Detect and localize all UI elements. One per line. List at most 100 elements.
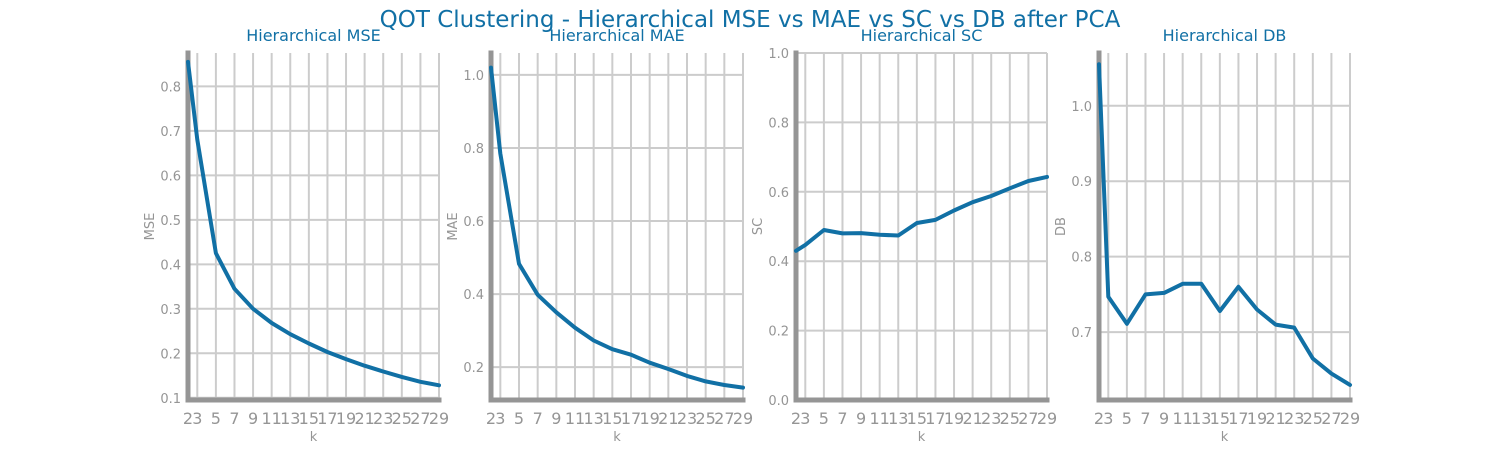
y-tick-label: 0.9 (1071, 175, 1092, 190)
x-tick-label: 5 (514, 409, 524, 428)
y-tick-label: 0.6 (463, 215, 484, 230)
data-point (1199, 282, 1203, 286)
x-tick-label: 7 (837, 409, 847, 428)
data-point (400, 375, 404, 379)
x-tick-label: 11 (1172, 409, 1192, 428)
y-tick-label: 0.2 (768, 325, 789, 340)
x-axis-label: k (918, 430, 926, 445)
data-point (1181, 282, 1185, 286)
data-point (186, 60, 190, 64)
data-point (437, 383, 441, 387)
data-point (288, 332, 292, 336)
y-tick-label: 0.4 (160, 258, 181, 273)
x-tick-label: 29 (733, 409, 753, 428)
data-point (971, 200, 975, 204)
data-point (1008, 186, 1012, 190)
x-tick-label: 19 (336, 409, 356, 428)
data-point (592, 338, 596, 342)
x-tick-label: 19 (944, 409, 964, 428)
data-point (989, 194, 993, 198)
x-axis-label: k (1221, 430, 1229, 445)
data-point (1125, 322, 1129, 326)
x-tick-label: 11 (565, 409, 585, 428)
panel-title: Hierarchical MSE (246, 26, 381, 45)
data-point (381, 370, 385, 374)
x-tick-label: 5 (819, 409, 829, 428)
y-tick-label: 0.2 (463, 361, 484, 376)
data-point (363, 364, 367, 368)
x-tick-label: 11 (869, 409, 889, 428)
series-line (1097, 62, 1352, 387)
x-tick-label: 13 (888, 409, 908, 428)
y-tick-label: 0.4 (463, 288, 484, 303)
x-tick-label: 29 (1340, 409, 1360, 428)
y-axis-label: DB (1054, 217, 1069, 236)
data-point (1045, 175, 1049, 179)
x-tick-label: 3 (192, 409, 202, 428)
x-tick-label: 7 (1140, 409, 1150, 428)
data-point (214, 251, 218, 255)
y-tick-label: 1.0 (768, 47, 789, 62)
y-tick-label: 0.8 (160, 80, 181, 95)
x-tick-label: 29 (1037, 409, 1057, 428)
data-point (803, 243, 807, 247)
panel-db: 0.70.80.91.02 3 5 7 9 11131517192123252729kDB… (1054, 26, 1360, 445)
data-point (840, 231, 844, 235)
data-point (629, 353, 633, 357)
y-tick-label: 1.0 (463, 69, 484, 84)
x-tick-label: 21 (658, 409, 678, 428)
y-tick-label: 0.1 (160, 392, 181, 407)
x-tick-label: 2 (486, 409, 496, 428)
x-tick-label: 13 (583, 409, 603, 428)
x-tick-label: 27 (1321, 409, 1341, 428)
data-point (1106, 295, 1110, 299)
x-tick-label: 25 (1000, 409, 1020, 428)
x-tick-label: 11 (261, 409, 281, 428)
data-point (1348, 383, 1352, 387)
x-tick-label: 13 (1191, 409, 1211, 428)
x-tick-label: 3 (495, 409, 505, 428)
y-tick-label: 0.3 (160, 303, 181, 318)
data-point (344, 357, 348, 361)
panel-title: Hierarchical SC (861, 26, 983, 45)
data-point (554, 310, 558, 314)
x-tick-label: 15 (1210, 409, 1230, 428)
x-tick-label: 7 (533, 409, 543, 428)
y-tick-label: 1.0 (1071, 100, 1092, 115)
x-tick-label: 27 (410, 409, 430, 428)
x-tick-label: 21 (962, 409, 982, 428)
data-point (270, 321, 274, 325)
y-tick-label: 0.0 (768, 394, 789, 409)
x-tick-label: 19 (1247, 409, 1267, 428)
panel-sc: 0.00.20.40.60.81.02 3 5 7 9 11131517192123252… (751, 26, 1057, 445)
data-point (1311, 357, 1315, 361)
x-tick-label: 9 (551, 409, 561, 428)
x-tick-label: 27 (714, 409, 734, 428)
x-tick-label: 25 (392, 409, 412, 428)
data-point (195, 138, 199, 142)
data-point (489, 66, 493, 70)
x-tick-label: 13 (280, 409, 300, 428)
data-point (896, 234, 900, 238)
panel-title: Hierarchical DB (1163, 26, 1287, 45)
series-line (489, 65, 745, 390)
data-point (1255, 307, 1259, 311)
x-tick-label: 9 (248, 409, 258, 428)
x-tick-label: 25 (1303, 409, 1323, 428)
data-point (1026, 179, 1030, 183)
x-tick-label: 23 (981, 409, 1001, 428)
y-tick-label: 0.4 (768, 255, 789, 270)
x-tick-label: 23 (373, 409, 393, 428)
data-point (251, 307, 255, 311)
x-tick-label: 25 (695, 409, 715, 428)
data-point (418, 380, 422, 384)
panel-mae: 0.20.40.60.81.02 3 5 7 9 11131517192123252729… (446, 26, 753, 445)
panel-mse: 0.10.20.30.40.50.60.70.82 3 5 7 9 11131517192… (143, 26, 449, 445)
data-point (933, 218, 937, 222)
data-point (722, 383, 726, 387)
y-tick-label: 0.6 (768, 186, 789, 201)
x-tick-label: 5 (211, 409, 221, 428)
y-tick-label: 0.6 (160, 169, 181, 184)
x-tick-label: 21 (354, 409, 374, 428)
